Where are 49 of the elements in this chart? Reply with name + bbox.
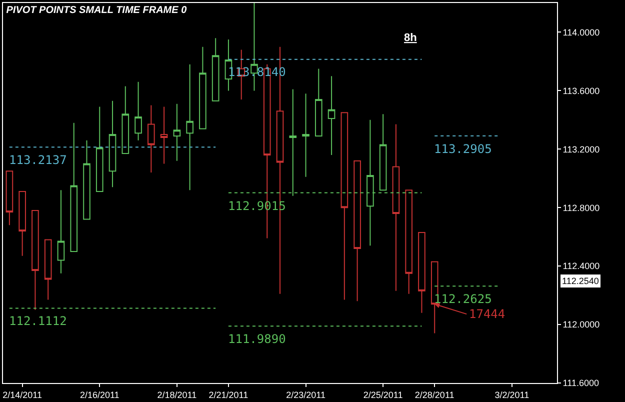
x-tick-label: 2/28/2011 (414, 390, 454, 400)
candlestick (418, 232, 426, 314)
candlestick (122, 86, 130, 154)
y-tick-label: 112.4000 (562, 261, 600, 272)
candlestick (83, 140, 90, 220)
candlestick (199, 46, 206, 130)
x-tick-label: 2/25/2011 (363, 390, 403, 400)
candlestick (379, 114, 387, 191)
text: 112.2540 (562, 276, 599, 286)
candlestick (70, 122, 78, 252)
candlestick (57, 190, 65, 274)
candlestick (32, 210, 39, 310)
candlestick (108, 100, 116, 188)
annotation: 17444 (469, 307, 506, 321)
candlestick (302, 93, 310, 178)
series-label: 113.2905 (434, 142, 492, 156)
candlestick (6, 170, 14, 226)
x-tick-label: 2/18/2011 (157, 390, 197, 400)
candlestick (148, 104, 155, 174)
x-tick-label: 2/16/2011 (80, 390, 120, 400)
y-tick-label: 112.0000 (562, 320, 600, 330)
x-tick-label: 2/14/2011 (2, 390, 42, 400)
candlestick (354, 160, 361, 302)
y-tick-label: 114.0000 (562, 27, 600, 38)
candlestick (18, 191, 26, 256)
candlestick (96, 106, 104, 192)
candlestick (186, 64, 194, 191)
series-label: 112.1112 (9, 314, 67, 328)
candlestick (328, 76, 336, 156)
candlestick (173, 103, 181, 162)
series-label: 111.9890 (228, 332, 286, 346)
candlestick (340, 112, 348, 300)
candlestick (212, 38, 220, 102)
y-tick-label: 112.8000 (562, 202, 600, 213)
candlestick (134, 81, 142, 141)
y-tick-label: 113.6000 (562, 86, 600, 96)
annotation: 8h (404, 32, 418, 44)
y-tick-label: 113.2000 (562, 144, 600, 154)
candlestick (160, 106, 168, 164)
x-tick-label: 3/2/2011 (494, 390, 530, 400)
candlestick (44, 239, 52, 300)
x-tick-label: 2/23/2011 (286, 390, 326, 400)
x-tick-label: 2/21/2011 (208, 390, 248, 400)
y-tick-label: 111.6000 (562, 378, 600, 388)
chart-title: PIVOT POINTS SMALL TIME FRAME 0 (6, 5, 188, 16)
candlestick (314, 68, 322, 136)
series-label: 113.2137 (9, 153, 67, 167)
candlestick (392, 124, 400, 292)
candlestick (405, 190, 412, 294)
